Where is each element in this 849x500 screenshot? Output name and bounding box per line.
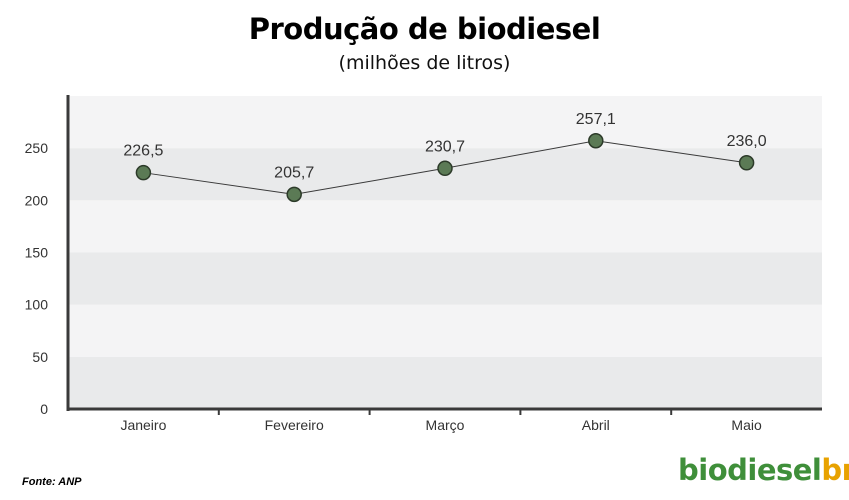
y-tick-label: 250	[25, 140, 49, 156]
grid-band	[68, 252, 822, 305]
y-tick-label: 200	[25, 192, 49, 208]
data-point	[135, 164, 152, 181]
logo-main-text: biodiesel	[678, 453, 822, 487]
grid-band	[68, 304, 822, 357]
y-tick-label: 150	[25, 245, 49, 261]
x-tick-label: Janeiro	[120, 417, 166, 433]
data-label: 205,7	[274, 164, 314, 181]
source-note: Fonte: ANP	[22, 476, 82, 488]
data-label: 236,0	[727, 133, 767, 150]
data-label: 230,7	[425, 138, 465, 155]
grid-band	[68, 200, 822, 253]
y-tick-label: 50	[32, 349, 48, 365]
chart-title: Produção de biodiesel	[248, 12, 601, 46]
data-point	[437, 160, 453, 177]
data-point	[588, 133, 604, 149]
x-tick-label: Fevereiro	[265, 417, 324, 433]
biodieselbr-logo[interactable]: biodieselbr	[678, 453, 849, 487]
chart-subtitle: (milhões de litros)	[338, 52, 511, 74]
y-tick-label: 0	[40, 401, 48, 417]
grid-band	[68, 96, 822, 149]
data-point	[738, 155, 755, 171]
x-tick-label: Maio	[731, 417, 762, 433]
data-label: 226,5	[123, 143, 163, 160]
data-label: 257,1	[576, 111, 616, 128]
data-point	[286, 186, 302, 203]
x-tick-label: Abril	[582, 417, 610, 433]
grid-band	[68, 356, 822, 409]
x-tick-label: Março	[426, 417, 465, 433]
logo-suffix-text: br	[821, 453, 849, 487]
y-tick-label: 100	[25, 297, 49, 313]
